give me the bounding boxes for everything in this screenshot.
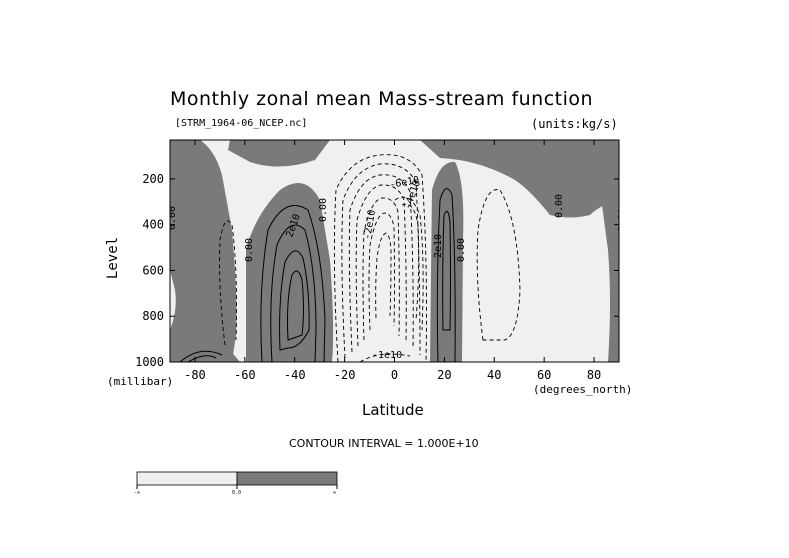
file-label: [STRM_1964-06_NCEP.nc] [175,118,308,129]
contour-label: -2e10 [362,209,378,241]
x-tick-label: -40 [284,368,306,382]
contour-label: -1e10 [372,350,402,361]
negative-contours [219,154,521,362]
contour-label: 0.00 [617,208,628,232]
y-axis: 200 400 600 800 1000 [135,172,619,369]
positive-region-nh-top [420,140,619,218]
x-tick-label: 60 [537,368,551,382]
x-axis-unit: (degrees_north) [533,383,633,396]
positive-region-sh-cell [246,182,334,362]
chart-title: Monthly zonal mean Mass-stream function [170,88,594,110]
contour-label: 0.00 [318,198,329,222]
x-tick-label: 20 [437,368,451,382]
contour-field: 0.00 2e10 0.00 0.00 -2e10 -6e10 -4e10 2e… [167,140,628,362]
contour-labels: 0.00 2e10 0.00 0.00 -2e10 -6e10 -4e10 2e… [167,175,628,361]
y-tick-label: 600 [142,263,164,277]
positive-region-sh-west [170,140,237,362]
colorbar-label-max: ∞ [333,490,336,496]
y-tick-label: 200 [142,172,164,186]
x-tick-label: -20 [334,368,356,382]
x-tick-label: 40 [487,368,501,382]
positive-region-pole [600,165,619,362]
contour-label: 0.00 [554,194,565,218]
x-tick-label: -60 [234,368,256,382]
contour-label: 0.00 [244,238,255,262]
x-tick-label: 80 [587,368,601,382]
colorbar-positive [236,471,338,486]
colorbar: -∞ 0.0 ∞ [134,471,338,496]
contour-label: 0.00 [456,238,467,262]
contour-interval-label: CONTOUR INTERVAL = 1.000E+10 [289,437,479,450]
colorbar-negative [136,471,238,486]
contour-label: 0.00 [167,206,178,230]
x-axis-label: Latitude [362,401,424,419]
units-label: (units:kg/s) [531,117,618,131]
x-tick-label: 0 [391,368,398,382]
positive-contours [179,188,456,362]
x-axis: -80 -60 -40 -20 0 20 40 60 80 [184,140,601,382]
y-axis-unit: (millibar) [107,375,174,388]
y-tick-label: 1000 [135,355,164,369]
colorbar-label-zero: 0.0 [232,490,241,496]
positive-region-top-strip [228,140,330,167]
y-tick-label: 800 [142,309,164,323]
contour-label: 2e10 [433,234,444,258]
x-tick-label: -80 [184,368,206,382]
colorbar-label-min: -∞ [134,490,140,496]
contour-label: -6e10 [389,175,421,191]
y-tick-label: 400 [142,218,164,232]
